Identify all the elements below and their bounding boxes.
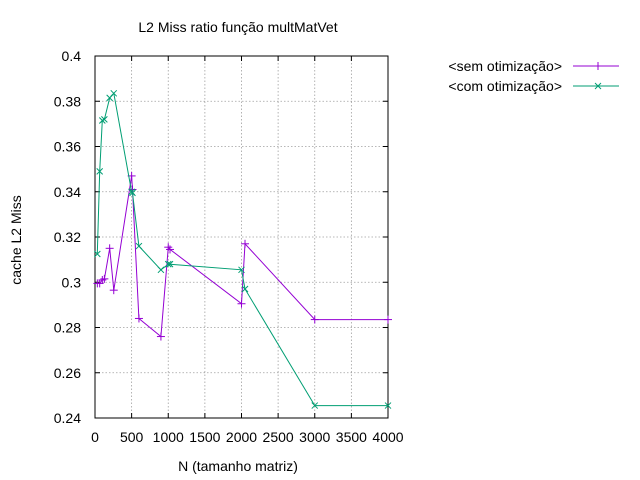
data-point	[110, 89, 118, 97]
legend-entry-0: <sem otimização>	[448, 58, 619, 74]
point-mark	[164, 260, 172, 268]
point-mark	[157, 266, 165, 274]
series-line	[96, 92, 388, 407]
y-tick-label: 0.28	[54, 320, 81, 336]
legend: <sem otimização> <com otimização>	[448, 58, 619, 94]
data-point	[384, 402, 392, 409]
x-tick-label: 0	[91, 429, 99, 445]
point-mark	[311, 402, 319, 409]
point-mark	[98, 117, 106, 124]
data-point	[594, 82, 602, 90]
x-tick-label: 500	[120, 429, 144, 445]
data-point	[157, 266, 165, 274]
axis-ticks: 0 500 1000 1500 2000 2500 3000 3500 4000 0.24 0.26…	[54, 48, 404, 445]
data-point	[96, 168, 104, 175]
point-mark	[238, 266, 245, 274]
data-point	[93, 250, 101, 258]
data-point	[105, 244, 114, 253]
point-mark	[384, 402, 392, 409]
y-tick-label: 0.3	[62, 274, 82, 290]
grid	[95, 56, 388, 418]
y-tick-label: 0.32	[54, 229, 81, 245]
data-point	[237, 299, 246, 308]
data-point	[594, 62, 602, 70]
legend-label: <com otimização>	[448, 78, 562, 94]
data-point	[166, 260, 174, 268]
x-tick-label: 3500	[336, 429, 367, 445]
series-1	[93, 89, 392, 409]
point-mark	[241, 285, 249, 293]
data-point	[101, 115, 108, 123]
legend-label: <sem otimização>	[448, 58, 562, 74]
data-point	[310, 315, 319, 324]
series-0	[93, 171, 392, 341]
data-point	[241, 285, 249, 293]
data-point	[241, 239, 250, 248]
x-tick-label: 1500	[189, 429, 220, 445]
y-tick-label: 0.34	[54, 184, 81, 200]
y-axis-label: cache L2 Miss	[8, 195, 24, 284]
data-point	[135, 242, 143, 250]
data-point	[311, 402, 319, 409]
series	[93, 89, 392, 409]
x-tick-label: 2000	[226, 429, 257, 445]
y-tick-label: 0.24	[54, 410, 81, 426]
data-point	[98, 275, 107, 284]
point-mark	[135, 242, 143, 250]
point-mark	[594, 82, 602, 90]
data-point	[166, 245, 175, 254]
y-tick-label: 0.4	[62, 48, 82, 64]
data-point	[109, 286, 118, 295]
x-tick-label: 3000	[299, 429, 330, 445]
data-point	[384, 315, 392, 324]
data-point	[156, 332, 165, 341]
point-mark	[101, 115, 108, 123]
data-point	[129, 189, 136, 197]
data-point	[238, 266, 245, 274]
data-point	[100, 274, 109, 283]
x-tick-label: 4000	[372, 429, 403, 445]
point-mark	[129, 189, 136, 197]
point-mark	[110, 89, 118, 97]
data-point	[134, 314, 143, 323]
data-point	[98, 117, 106, 124]
chart-title: L2 Miss ratio função multMatVet	[138, 19, 337, 35]
x-tick-label: 2500	[263, 429, 294, 445]
y-tick-label: 0.38	[54, 93, 81, 109]
point-mark	[166, 260, 174, 268]
point-mark	[96, 168, 104, 175]
y-tick-label: 0.26	[54, 365, 81, 381]
data-point	[164, 260, 172, 268]
x-tick-label: 1000	[153, 429, 184, 445]
series-line	[97, 175, 388, 338]
legend-entry-1: <com otimização>	[448, 78, 619, 94]
point-mark	[93, 250, 101, 258]
x-axis-label: N (tamanho matriz)	[178, 458, 298, 474]
y-tick-label: 0.36	[54, 139, 81, 155]
